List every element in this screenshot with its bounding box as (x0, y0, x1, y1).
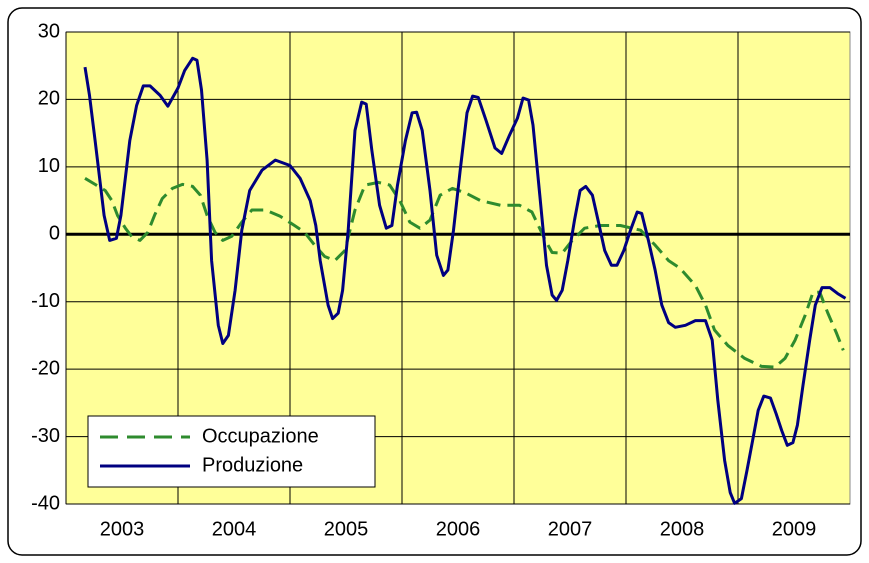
y-tick-label: -20 (31, 357, 60, 379)
y-tick-label: 30 (38, 20, 60, 42)
x-tick-label: 2005 (324, 518, 369, 540)
legend-box (87, 415, 376, 488)
x-tick-label: 2006 (436, 518, 481, 540)
grid (65, 31, 850, 505)
legend: Occupazione Produzione (100, 425, 319, 476)
y-tick-label: -30 (31, 425, 60, 447)
legend-label: Occupazione (202, 425, 319, 447)
x-tick-label: 2009 (772, 518, 817, 540)
x-tick-label: 2004 (212, 518, 257, 540)
series-line (83, 56, 847, 505)
x-tick-label: 2007 (548, 518, 593, 540)
x-tick-label: 2008 (660, 518, 705, 540)
y-tick-label: -10 (31, 290, 60, 312)
y-tick-label: -40 (31, 492, 60, 514)
y-tick-label: 10 (38, 155, 60, 177)
y-tick-label: 0 (49, 223, 60, 245)
x-tick-label: 2003 (100, 518, 145, 540)
lines (83, 56, 847, 505)
labels: -40 -30 -20 -10 0 10 20 30 2003 2004 2005 2006 2007 2… (31, 20, 816, 540)
legend-label: Produzione (202, 454, 303, 476)
series-line (84, 177, 845, 369)
y-tick-label: 20 (38, 88, 60, 110)
